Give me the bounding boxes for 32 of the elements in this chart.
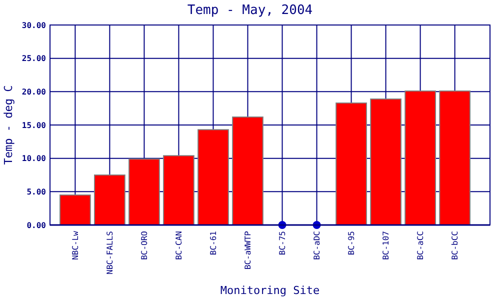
bar bbox=[370, 98, 402, 226]
y-tick-label: 25.00 bbox=[22, 54, 46, 64]
x-tick-label: BC-75 bbox=[278, 230, 288, 256]
bar bbox=[439, 90, 470, 226]
x-tick-label: BC-107 bbox=[382, 230, 391, 260]
x-tick-label: BC-95 bbox=[347, 230, 356, 256]
x-tick-label: BC-aCC bbox=[416, 230, 426, 260]
x-tick-label: NBC-Lw bbox=[70, 230, 80, 260]
x-tick-label: BC-aWWTP bbox=[244, 230, 253, 270]
y-axis-title: Temp - deg C bbox=[2, 85, 15, 165]
x-tick-label: BC-ORO bbox=[140, 230, 150, 260]
y-tick-label: 0.00 bbox=[26, 220, 46, 230]
bar bbox=[232, 116, 264, 226]
bar bbox=[198, 129, 229, 226]
x-tick-label: BC-aDC bbox=[312, 230, 322, 260]
y-tick-label: 15.00 bbox=[22, 120, 46, 130]
y-tick-label: 30.00 bbox=[22, 20, 46, 30]
bar bbox=[336, 102, 367, 226]
bar bbox=[163, 155, 194, 226]
bar bbox=[60, 194, 91, 226]
x-tick-label: NBC-FALLS bbox=[105, 230, 114, 274]
x-axis-title: Monitoring Site bbox=[220, 284, 320, 297]
x-tick-label: BC-61 bbox=[209, 230, 218, 256]
y-tick-label: 5.00 bbox=[26, 187, 46, 196]
chart-title: Temp - May, 2004 bbox=[187, 3, 313, 18]
y-tick-label: 10.00 bbox=[22, 154, 46, 164]
bar bbox=[94, 174, 126, 226]
bar bbox=[404, 90, 436, 226]
x-tick-label: BC-bCC bbox=[450, 230, 460, 260]
x-tick-label: BC-CAN bbox=[174, 230, 184, 260]
y-tick-label: 20.00 bbox=[22, 87, 46, 96]
bar bbox=[128, 158, 160, 226]
